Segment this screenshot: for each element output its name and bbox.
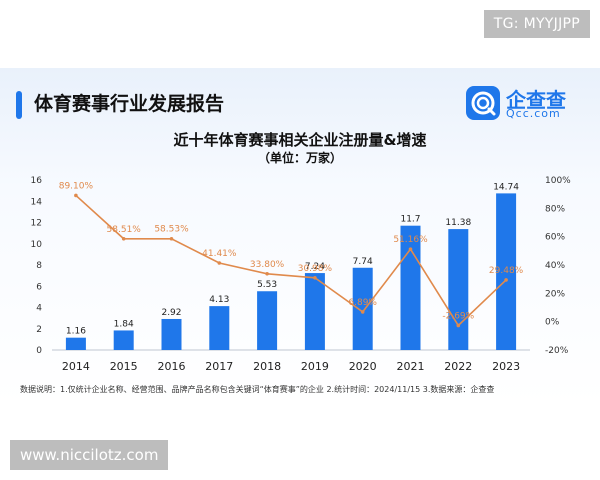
bar bbox=[257, 291, 278, 350]
qcc-logo-icon bbox=[466, 86, 500, 120]
x-tick-label: 2017 bbox=[205, 360, 233, 373]
growth-value-label: 58.53% bbox=[154, 225, 189, 235]
bar-value-label: 7.24 bbox=[305, 262, 325, 272]
bar bbox=[496, 193, 517, 350]
report-title: 体育赛事行业发展报告 bbox=[34, 93, 225, 115]
growth-point bbox=[217, 261, 222, 265]
growth-point bbox=[313, 275, 317, 280]
growth-value-label: 33.80% bbox=[250, 260, 285, 270]
growth-point bbox=[504, 278, 508, 282]
y-tick-label: 0 bbox=[36, 346, 42, 356]
bar-value-label: 1.84 bbox=[114, 319, 134, 329]
logo-name: 企查查 bbox=[506, 88, 566, 112]
growth-value-label: 30.98% bbox=[298, 264, 333, 274]
x-tick-label: 2015 bbox=[110, 360, 138, 373]
growth-point bbox=[408, 247, 413, 251]
y-tick-label: 12 bbox=[31, 219, 42, 229]
y2-tick-label: 80% bbox=[545, 204, 565, 214]
y-tick-label: 16 bbox=[31, 176, 43, 186]
bar bbox=[209, 306, 230, 350]
bar bbox=[448, 229, 469, 350]
y2-tick-label: 20% bbox=[545, 289, 565, 299]
watermark-top: TG: MYYJJPP bbox=[483, 10, 590, 38]
bar-value-label: 5.53 bbox=[257, 280, 277, 290]
logo-domain: Qcc.com bbox=[506, 107, 561, 120]
bar-value-label: 11.7 bbox=[400, 215, 420, 225]
x-tick-label: 2014 bbox=[62, 360, 90, 373]
bar-value-label: 7.74 bbox=[353, 257, 373, 267]
bar bbox=[161, 318, 182, 350]
growth-value-label: 58.51% bbox=[107, 225, 142, 235]
bar-value-label: 1.16 bbox=[66, 327, 86, 337]
chart-subtitle: （单位：万家） bbox=[257, 151, 342, 165]
y2-tick-label: 60% bbox=[545, 233, 565, 243]
growth-point bbox=[360, 310, 365, 314]
growth-line bbox=[75, 194, 507, 327]
bar-value-label: 2.92 bbox=[161, 308, 181, 318]
growth-value-label: -2.69% bbox=[442, 311, 474, 321]
y-tick-label: 2 bbox=[36, 325, 42, 335]
title-accent-bar bbox=[16, 91, 22, 119]
y2-tick-label: 40% bbox=[545, 261, 565, 271]
growth-value-label: 41.41% bbox=[202, 249, 237, 259]
y-tick-label: 10 bbox=[31, 240, 43, 250]
y-tick-label: 14 bbox=[31, 197, 43, 207]
growth-value-label: 89.10% bbox=[59, 181, 94, 191]
growth-point bbox=[456, 323, 461, 328]
x-tick-label: 2022 bbox=[444, 360, 472, 373]
y-tick-label: 6 bbox=[36, 282, 42, 292]
watermark-bottom: www.niccilotz.com bbox=[10, 440, 169, 470]
chart-title: 近十年体育赛事相关企业注册量&增速 bbox=[173, 131, 427, 149]
bar-value-label: 4.13 bbox=[209, 295, 229, 305]
bar bbox=[65, 337, 86, 350]
bar-value-label: 11.38 bbox=[445, 218, 471, 228]
bar-value-label: 14.74 bbox=[493, 182, 519, 192]
x-tick-label: 2023 bbox=[492, 360, 520, 373]
growth-value-label: 51.16% bbox=[393, 235, 428, 245]
bar bbox=[113, 330, 134, 350]
chart-footnote: 数据说明：1.仅统计企业名称、经营范围、品牌产品名称包含关键词“体育赛事”的企业… bbox=[20, 385, 495, 394]
x-tick-label: 2016 bbox=[158, 360, 186, 373]
bar bbox=[304, 273, 325, 350]
growth-point bbox=[121, 236, 126, 241]
y-tick-label: 4 bbox=[36, 304, 42, 314]
growth-point bbox=[74, 193, 78, 198]
growth-value-label: 6.89% bbox=[348, 298, 377, 308]
y2-tick-label: -20% bbox=[545, 346, 569, 356]
x-tick-label: 2019 bbox=[301, 360, 329, 373]
growth-point bbox=[169, 236, 174, 241]
growth-value-label: 29.48% bbox=[489, 266, 524, 276]
y2-tick-label: 100% bbox=[545, 176, 571, 186]
y-tick-label: 8 bbox=[36, 261, 42, 271]
growth-point bbox=[265, 271, 269, 276]
bar bbox=[352, 267, 373, 350]
x-tick-label: 2020 bbox=[349, 360, 377, 373]
x-tick-label: 2018 bbox=[253, 360, 281, 373]
y2-tick-label: 0% bbox=[545, 318, 560, 328]
x-tick-label: 2021 bbox=[397, 360, 425, 373]
